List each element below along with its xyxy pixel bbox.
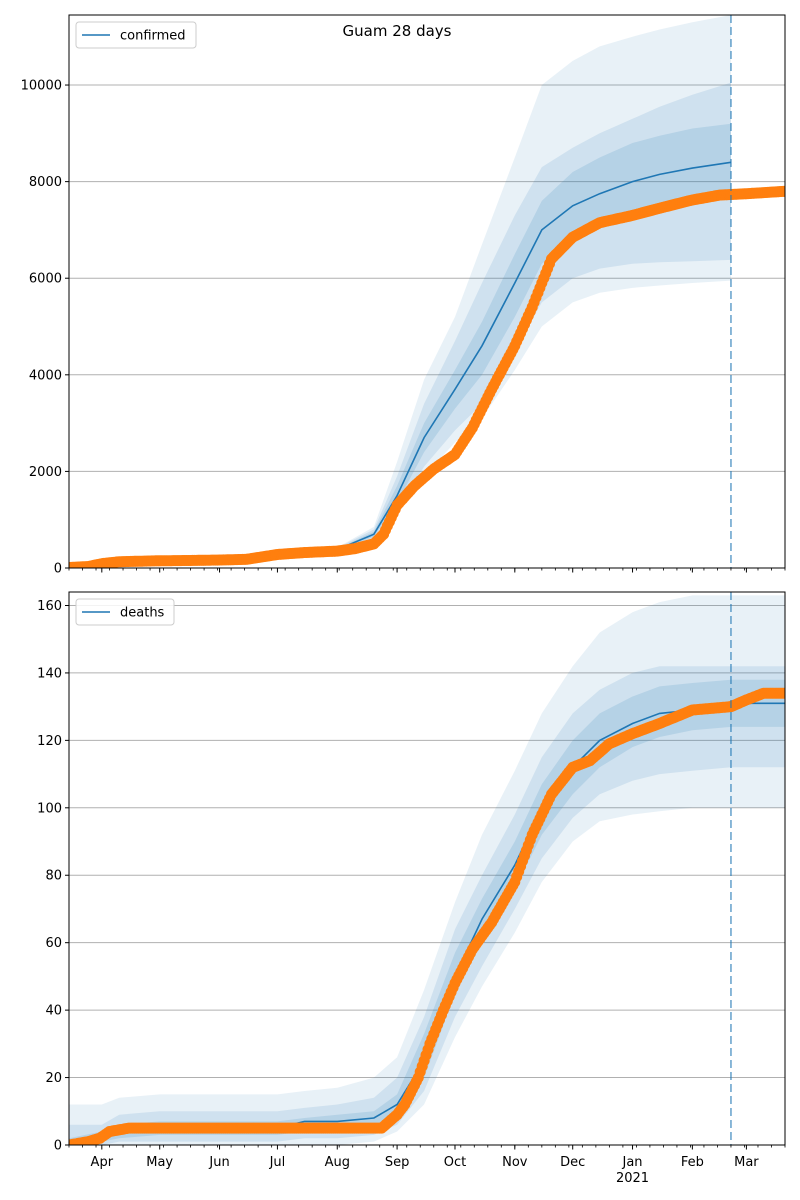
band-q025-q975 (69, 595, 785, 1145)
y-tick-label: 120 (37, 734, 62, 749)
figure-title: Guam 28 days (343, 22, 452, 40)
x-tick-label: Jun (208, 1155, 229, 1170)
y-tick-label: 40 (45, 1004, 62, 1019)
y-tick-label: 160 (37, 599, 62, 614)
x-tick-label: Sep (385, 1155, 410, 1170)
observed-point (779, 687, 785, 699)
x-year-label: 2021 (616, 1171, 649, 1186)
y-tick-label: 80 (45, 869, 62, 884)
y-tick-label: 100 (37, 801, 62, 816)
observed-point (779, 185, 785, 197)
axes-frame (68, 14, 786, 569)
x-tick-label: Feb (681, 1155, 704, 1170)
x-tick-label: Jul (269, 1155, 286, 1170)
x-tick-label: Apr (91, 1155, 114, 1170)
x-tick-label: Dec (560, 1155, 585, 1170)
legend: confirmed (75, 21, 197, 49)
legend-label: confirmed (120, 29, 186, 44)
y-tick-label: 140 (37, 666, 62, 681)
deaths-panel: 0 20 40 60 80 100 120 140 160 Apr May Jun Jul Aug Sep O… (37, 591, 786, 1186)
y-tick-label: 2000 (29, 465, 62, 480)
x-tick-label: Nov (502, 1155, 528, 1170)
x-tick-label: Aug (325, 1155, 350, 1170)
x-tick-label: Jan (622, 1155, 643, 1170)
y-tick-label: 4000 (29, 368, 62, 383)
band-q25-q75 (69, 123, 731, 568)
band-q025-q975 (69, 15, 731, 568)
legend-label: deaths (120, 606, 165, 621)
y-tick-label: 60 (45, 936, 62, 951)
confirmed-panel: 0 2000 4000 6000 8000 10000 confirmed (21, 14, 786, 577)
axes-frame (68, 591, 786, 1146)
legend: deaths (75, 598, 175, 626)
y-tick-label: 10000 (21, 79, 62, 94)
band-q10-q90 (69, 82, 731, 568)
y-tick-label: 0 (54, 1139, 62, 1154)
y-tick-label: 6000 (29, 272, 62, 287)
x-tick-label: Mar (734, 1155, 759, 1170)
y-tick-label: 20 (45, 1071, 62, 1086)
y-tick-label: 0 (54, 562, 62, 577)
y-tick-label: 8000 (29, 175, 62, 190)
x-tick-label: Oct (444, 1155, 466, 1170)
legend-box (75, 598, 175, 626)
x-tick-label: May (146, 1155, 173, 1170)
band-q10-q90 (69, 666, 785, 1145)
legend-box (75, 21, 197, 49)
